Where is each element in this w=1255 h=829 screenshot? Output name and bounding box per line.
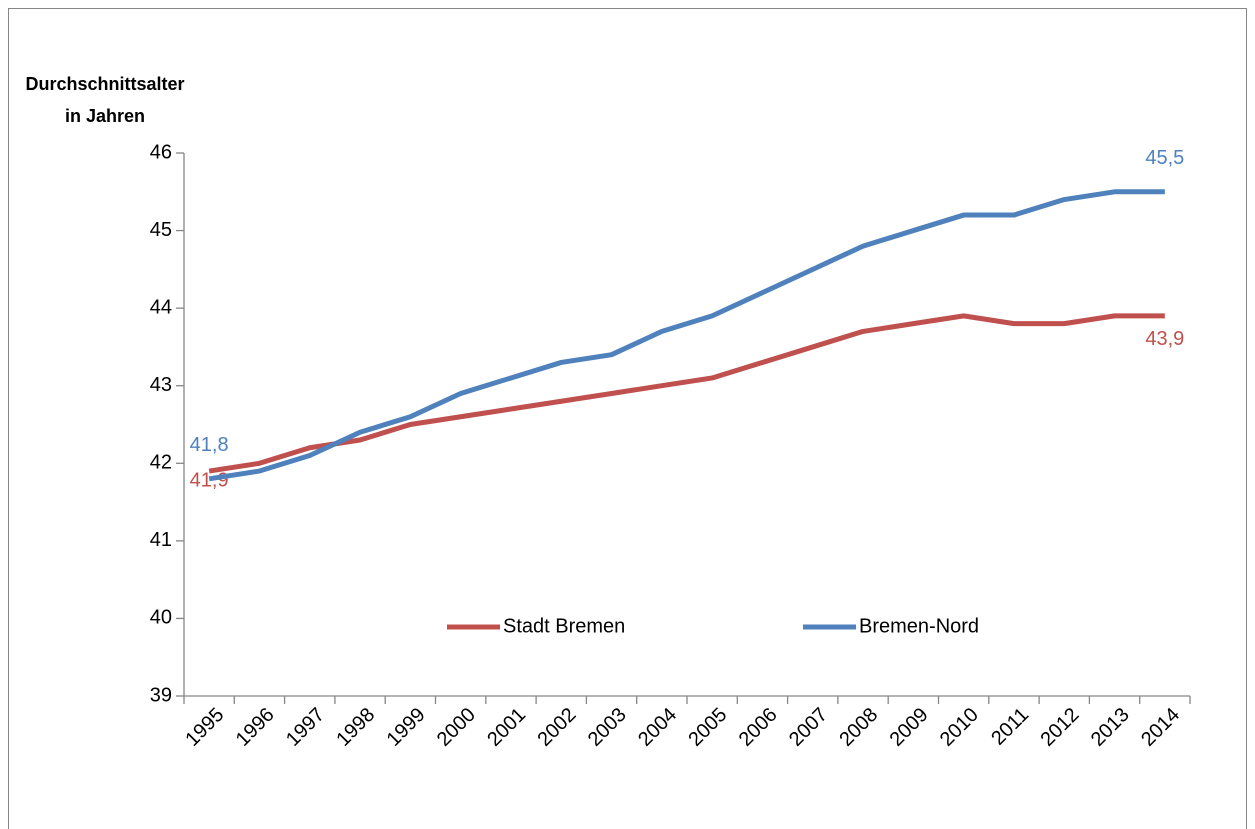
x-tick-label: 2002 (533, 704, 580, 751)
legend-label: Stadt Bremen (503, 615, 625, 637)
x-tick-label: 2003 (584, 704, 631, 751)
x-tick-label: 2006 (735, 704, 782, 751)
x-tick-label: 2004 (634, 704, 681, 751)
legend-label: Bremen-Nord (859, 615, 979, 637)
x-tick-label: 2007 (785, 704, 832, 751)
x-tick-label: 2014 (1137, 704, 1184, 751)
x-tick-label: 1999 (383, 704, 430, 751)
frame (8, 8, 1247, 829)
y-tick-label: 39 (150, 684, 172, 706)
x-tick-label: 1997 (282, 704, 329, 751)
data-label: 45,5 (1145, 147, 1184, 169)
data-label: 43,9 (1145, 328, 1184, 350)
x-tick-label: 1996 (232, 704, 279, 751)
x-tick-label: 2009 (886, 704, 933, 751)
y-tick-label: 41 (150, 529, 172, 551)
y-tick-label: 46 (150, 141, 172, 163)
x-tick-label: 2005 (684, 704, 731, 751)
x-tick-label: 1998 (332, 704, 379, 751)
x-tick-label: 2011 (987, 704, 1033, 750)
x-tick-label: 1995 (181, 704, 228, 751)
x-tick-label: 2012 (1036, 704, 1083, 751)
y-tick-label: 45 (150, 219, 172, 241)
line-series (208, 189, 1165, 482)
x-tick-label: 2000 (433, 704, 480, 751)
y-tick-label: 43 (150, 374, 172, 396)
x-tick-label: 2013 (1087, 704, 1134, 751)
data-label: 41,8 (190, 434, 229, 456)
y-axis-label: Durchschnittsalter in Jahren (25, 74, 185, 126)
x-tick-label: 2010 (936, 704, 983, 751)
line-series (208, 313, 1165, 474)
y-tick-label: 40 (150, 607, 172, 629)
data-label: 41,9 (190, 469, 229, 491)
y-tick-label: 44 (150, 296, 172, 318)
x-tick-label: 2001 (483, 704, 530, 751)
x-tick-label: 2008 (835, 704, 882, 751)
y-tick-label: 42 (150, 452, 172, 474)
